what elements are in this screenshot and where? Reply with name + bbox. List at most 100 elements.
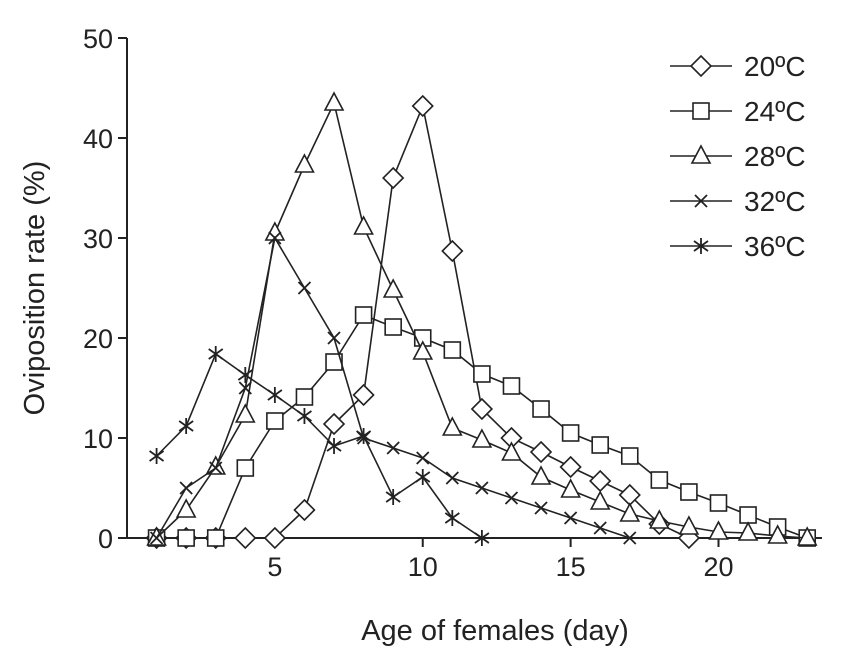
data-point: [619, 502, 641, 522]
legend-entry: 36ºC: [670, 231, 806, 262]
legend-label: 36ºC: [744, 231, 806, 262]
data-point: [238, 381, 252, 395]
x-axis-title: Age of females (day): [361, 615, 629, 647]
data-point: [268, 231, 282, 245]
data-point: [474, 530, 490, 546]
data-point: [532, 400, 550, 418]
data-point: [263, 526, 287, 550]
data-point: [237, 367, 253, 383]
data-point: [470, 397, 494, 421]
data-point: [529, 440, 553, 464]
data-point: [560, 478, 581, 498]
data-point: [326, 438, 342, 454]
legend-marker: [689, 54, 713, 78]
series-line: [156, 352, 483, 539]
data-point: [354, 306, 373, 324]
series-line: [156, 314, 808, 539]
data-point: [415, 469, 431, 485]
data-point: [737, 521, 759, 541]
series-2: [147, 306, 817, 547]
data-point: [709, 494, 728, 512]
legend-marker: [693, 238, 709, 254]
data-point: [441, 416, 463, 436]
data-point: [149, 531, 164, 545]
data-point: [385, 489, 401, 505]
legend-entry: 28ºC: [670, 141, 806, 172]
data-point: [443, 341, 462, 359]
data-point: [267, 387, 283, 403]
data-point: [739, 506, 757, 524]
data-point: [445, 471, 459, 485]
data-point: [178, 418, 194, 434]
data-point: [266, 412, 284, 430]
data-point: [352, 383, 375, 407]
series-line: [156, 100, 808, 539]
data-point: [208, 346, 224, 362]
legend-marker: [692, 102, 710, 120]
data-point: [382, 278, 404, 298]
data-point: [530, 465, 552, 485]
data-point: [475, 481, 489, 495]
data-point: [534, 501, 548, 515]
data-point: [175, 498, 197, 518]
y-tick-label: 10: [83, 424, 113, 454]
data-point: [234, 526, 257, 550]
data-point: [177, 529, 195, 547]
series-3: [146, 91, 818, 546]
y-axis-title: Oviposition rate (%): [19, 161, 51, 416]
legend: 20ºC 24ºC 28ºC 32ºC 36ºC: [670, 51, 806, 262]
x-tick-label: 20: [703, 552, 733, 582]
data-point: [234, 403, 256, 423]
data-point: [680, 483, 698, 501]
data-point: [382, 166, 405, 190]
data-point: [620, 447, 639, 465]
data-point: [297, 281, 312, 295]
data-point: [411, 94, 434, 118]
data-point: [649, 509, 670, 529]
data-point: [294, 153, 315, 173]
data-point: [501, 441, 522, 461]
data-point: [296, 408, 312, 424]
data-point: [767, 524, 788, 544]
data-point: [322, 412, 346, 436]
data-point: [209, 461, 223, 475]
legend-entry: 32ºC: [670, 186, 806, 217]
data-point: [471, 428, 493, 448]
data-point: [589, 469, 612, 493]
data-point: [441, 239, 464, 263]
data-point: [650, 471, 669, 489]
data-point: [589, 490, 611, 510]
data-point: [563, 511, 578, 525]
x-tick-label: 10: [408, 552, 438, 582]
legend-label: 28ºC: [744, 141, 806, 172]
data-point: [149, 448, 165, 464]
data-point: [327, 331, 341, 345]
legend-marker: [690, 144, 712, 164]
data-point: [179, 481, 193, 495]
data-point: [325, 353, 343, 371]
data-point: [295, 388, 314, 406]
legend-label: 24ºC: [744, 96, 806, 127]
legend-marker: [694, 194, 708, 208]
data-point: [623, 531, 637, 545]
series-5: [149, 346, 490, 546]
data-point: [678, 515, 700, 535]
data-point: [323, 91, 345, 111]
data-point: [591, 436, 609, 454]
x-tick-label: 15: [556, 552, 586, 582]
y-tick-label: 0: [98, 524, 113, 554]
data-point: [356, 428, 372, 444]
legend-entry: 20ºC: [670, 51, 806, 82]
data-point: [386, 441, 400, 455]
y-tick-label: 40: [83, 124, 113, 154]
data-point: [593, 521, 607, 535]
axes: 0 10 20 30 40 50 5 10 15 20: [83, 24, 822, 582]
y-tick-label: 20: [83, 324, 113, 354]
data-point: [561, 424, 580, 442]
data-point: [559, 455, 582, 479]
data-point: [293, 498, 316, 522]
data-point: [412, 340, 434, 360]
data-point: [205, 455, 227, 475]
data-point: [504, 491, 519, 505]
